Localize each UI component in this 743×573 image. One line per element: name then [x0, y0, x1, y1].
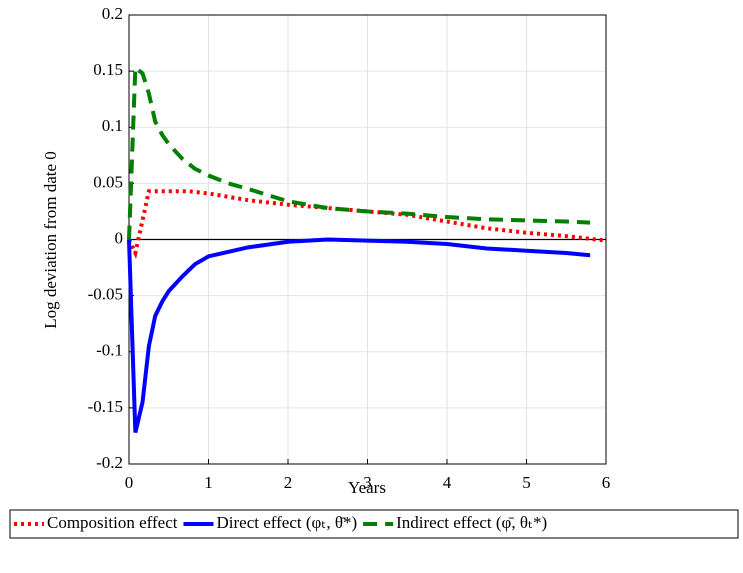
y-tick-label: -0.15: [88, 397, 123, 416]
x-tick-label: 6: [602, 473, 611, 492]
x-axis-label: Years: [348, 478, 386, 497]
y-tick-label: 0.15: [93, 60, 123, 79]
legend-label: Direct effect (φₜ, θ̄*): [216, 513, 357, 532]
y-tick-label: -0.1: [96, 341, 123, 360]
y-tick-label: 0: [115, 228, 124, 247]
y-tick-label: -0.2: [96, 453, 123, 472]
x-tick-label: 5: [522, 473, 531, 492]
y-tick-label: 0.2: [102, 4, 123, 23]
x-tick-label: 4: [443, 473, 452, 492]
line-series: [127, 63, 591, 240]
x-tick-label: 0: [125, 473, 134, 492]
y-tick-label: -0.05: [88, 285, 123, 304]
line-series: [127, 189, 607, 260]
y-tick-label: 0.05: [93, 172, 123, 191]
x-tick-label: 1: [204, 473, 213, 492]
legend-label: Indirect effect (φ̄, θₜ*): [396, 513, 547, 532]
legend-label: Composition effect: [47, 513, 178, 532]
x-tick-label: 2: [284, 473, 293, 492]
y-tick-label: 0.1: [102, 116, 123, 135]
x-tick-label: 3: [363, 473, 372, 492]
y-axis-label: Log deviation from date 0: [41, 151, 60, 329]
line-series: [127, 237, 591, 434]
